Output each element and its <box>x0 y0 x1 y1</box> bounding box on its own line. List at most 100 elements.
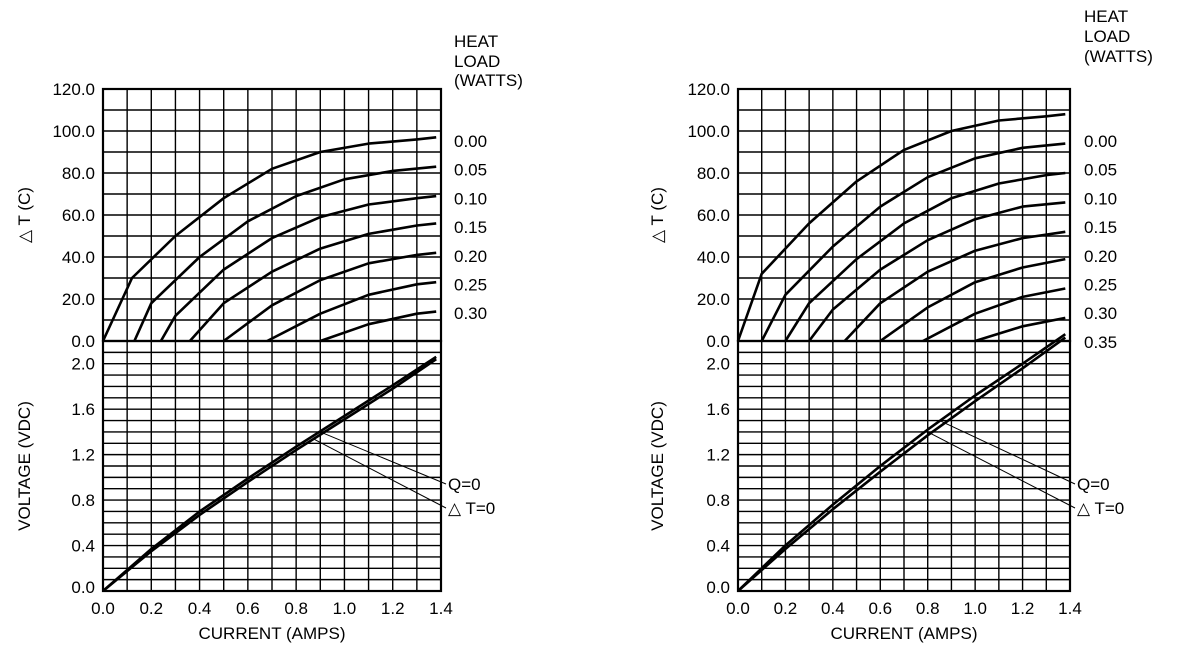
x-tick-label: 0.8 <box>284 599 308 618</box>
y-tick-label: 0.4 <box>71 537 95 556</box>
y-tick-label: 20.0 <box>62 290 95 309</box>
legend-entry: 0.30 <box>1084 304 1117 323</box>
right-top-panel: 0.0 20.0 40.0 60.0 80.0 100.0 120.0 △ T (C) HEAT… <box>648 7 1153 352</box>
x-tick-label: 0.2 <box>774 599 798 618</box>
annotation-leader <box>312 438 447 509</box>
x-tick-label: 1.4 <box>1058 599 1082 618</box>
annotation-label: △ T=0 <box>1077 499 1124 518</box>
y-tick-label: 80.0 <box>697 164 730 183</box>
annotation-label: Q=0 <box>1077 475 1110 494</box>
plot-frame <box>736 339 1072 593</box>
grid <box>102 88 442 342</box>
right-bottom-panel: 0.0 0.4 0.8 1.2 1.6 2.0 0.0 0.2 0.4 0.6 0.8 1.0 1.2 1… <box>648 333 1124 643</box>
annotation-label: Q=0 <box>448 475 481 494</box>
annotation-leader <box>939 420 1076 485</box>
y-tick-label: 80.0 <box>62 164 95 183</box>
annotation-leader <box>320 431 447 485</box>
y-tick-label: 1.2 <box>706 446 730 465</box>
plot-frame <box>101 339 443 593</box>
series-line-7 <box>974 316 1066 343</box>
legend-title: LOAD <box>1084 27 1130 46</box>
x-tick-label: 0.2 <box>139 599 163 618</box>
x-tick-label: 1.2 <box>381 599 405 618</box>
series-line-0 <box>101 136 437 342</box>
y-axis-label: △ T (C) <box>648 187 667 243</box>
x-tick-label: 0.0 <box>726 599 750 618</box>
left-top-panel: 0.0 20.0 40.0 60.0 80.0 100.0 120.0 △ T (C) HEAT… <box>15 32 523 351</box>
x-tick-label: 0.6 <box>236 599 260 618</box>
series-line-1 <box>102 358 437 593</box>
series-line-4 <box>843 230 1066 342</box>
series-line-0 <box>102 355 437 592</box>
legend-entry: 0.20 <box>1084 247 1117 266</box>
y-tick-label: 0.0 <box>706 578 730 597</box>
y-tick-label: 0.8 <box>706 491 730 510</box>
x-tick-label: 0.4 <box>188 599 212 618</box>
y-tick-label: 2.0 <box>71 355 95 374</box>
x-axis-label: CURRENT (AMPS) <box>198 624 345 643</box>
legend-title: (WATTS) <box>1084 47 1153 66</box>
series-line-4 <box>222 251 437 343</box>
y-tick-label: 100.0 <box>687 122 730 141</box>
x-tick-label: 0.6 <box>868 599 892 618</box>
legend-entry: 0.10 <box>454 189 487 208</box>
grid <box>737 340 1071 592</box>
series-line-3 <box>808 201 1066 342</box>
series-line-1 <box>760 142 1066 342</box>
x-tick-label: 0.0 <box>91 599 115 618</box>
x-tick-label: 0.8 <box>916 599 940 618</box>
series-line-2 <box>784 171 1066 342</box>
y-tick-label: 0.0 <box>71 332 95 351</box>
x-tick-label: 1.0 <box>963 599 987 618</box>
legend-entry: 0.35 <box>1084 333 1117 352</box>
legend-entry: 0.15 <box>1084 218 1117 237</box>
legend-title: HEAT <box>1084 7 1128 26</box>
legend-entry: 0.15 <box>454 218 487 237</box>
y-tick-label: 1.2 <box>71 446 95 465</box>
legend-entry: 0.10 <box>1084 189 1117 208</box>
y-axis-label: VOLTAGE (VDC) <box>648 401 667 531</box>
grid <box>737 88 1071 342</box>
legend-entry: 0.25 <box>454 276 487 295</box>
y-tick-label: 1.6 <box>71 400 95 419</box>
legend-entry: 0.00 <box>454 132 487 151</box>
legend-entry: 0.05 <box>1084 161 1117 180</box>
y-tick-label: 60.0 <box>62 206 95 225</box>
x-tick-label: 1.4 <box>429 599 453 618</box>
x-tick-label: 1.0 <box>333 599 357 618</box>
series-line-5 <box>879 257 1066 343</box>
legend-entry: 0.05 <box>454 161 487 180</box>
legend-entry: 0.25 <box>1084 276 1117 295</box>
series-line-1 <box>737 336 1067 592</box>
legend-entry: 0.30 <box>454 304 487 323</box>
series-line-6 <box>922 287 1066 343</box>
y-axis-label: △ T (C) <box>15 187 34 243</box>
y-tick-label: 2.0 <box>706 355 730 374</box>
series-line-1 <box>133 165 437 342</box>
y-tick-label: 0.8 <box>71 491 95 510</box>
y-tick-label: 1.6 <box>706 400 730 419</box>
y-tick-label: 20.0 <box>697 290 730 309</box>
legend-title: (WATTS) <box>454 71 523 90</box>
y-tick-label: 120.0 <box>52 80 95 99</box>
y-tick-label: 0.0 <box>706 332 730 351</box>
left-bottom-panel: 0.0 0.4 0.8 1.2 1.6 2.0 0.0 0.2 0.4 0.6 0.8 1.0 1.2 1… <box>15 339 495 643</box>
series-line-0 <box>736 112 1066 342</box>
x-tick-label: 0.4 <box>821 599 845 618</box>
y-tick-label: 0.0 <box>71 578 95 597</box>
annotation-label: △ T=0 <box>448 499 495 518</box>
y-tick-label: 40.0 <box>62 248 95 267</box>
legend-entry: 0.00 <box>1084 132 1117 151</box>
y-tick-label: 120.0 <box>687 80 730 99</box>
y-tick-label: 100.0 <box>52 122 95 141</box>
series-line-6 <box>319 310 437 343</box>
legend-title: HEAT <box>454 32 498 51</box>
x-axis-label: CURRENT (AMPS) <box>830 624 977 643</box>
y-tick-label: 0.4 <box>706 537 730 556</box>
annotation-leader <box>927 431 1076 509</box>
y-tick-label: 40.0 <box>697 248 730 267</box>
x-tick-label: 1.2 <box>1011 599 1035 618</box>
series-line-3 <box>188 222 437 342</box>
y-axis-label: VOLTAGE (VDC) <box>15 401 34 531</box>
